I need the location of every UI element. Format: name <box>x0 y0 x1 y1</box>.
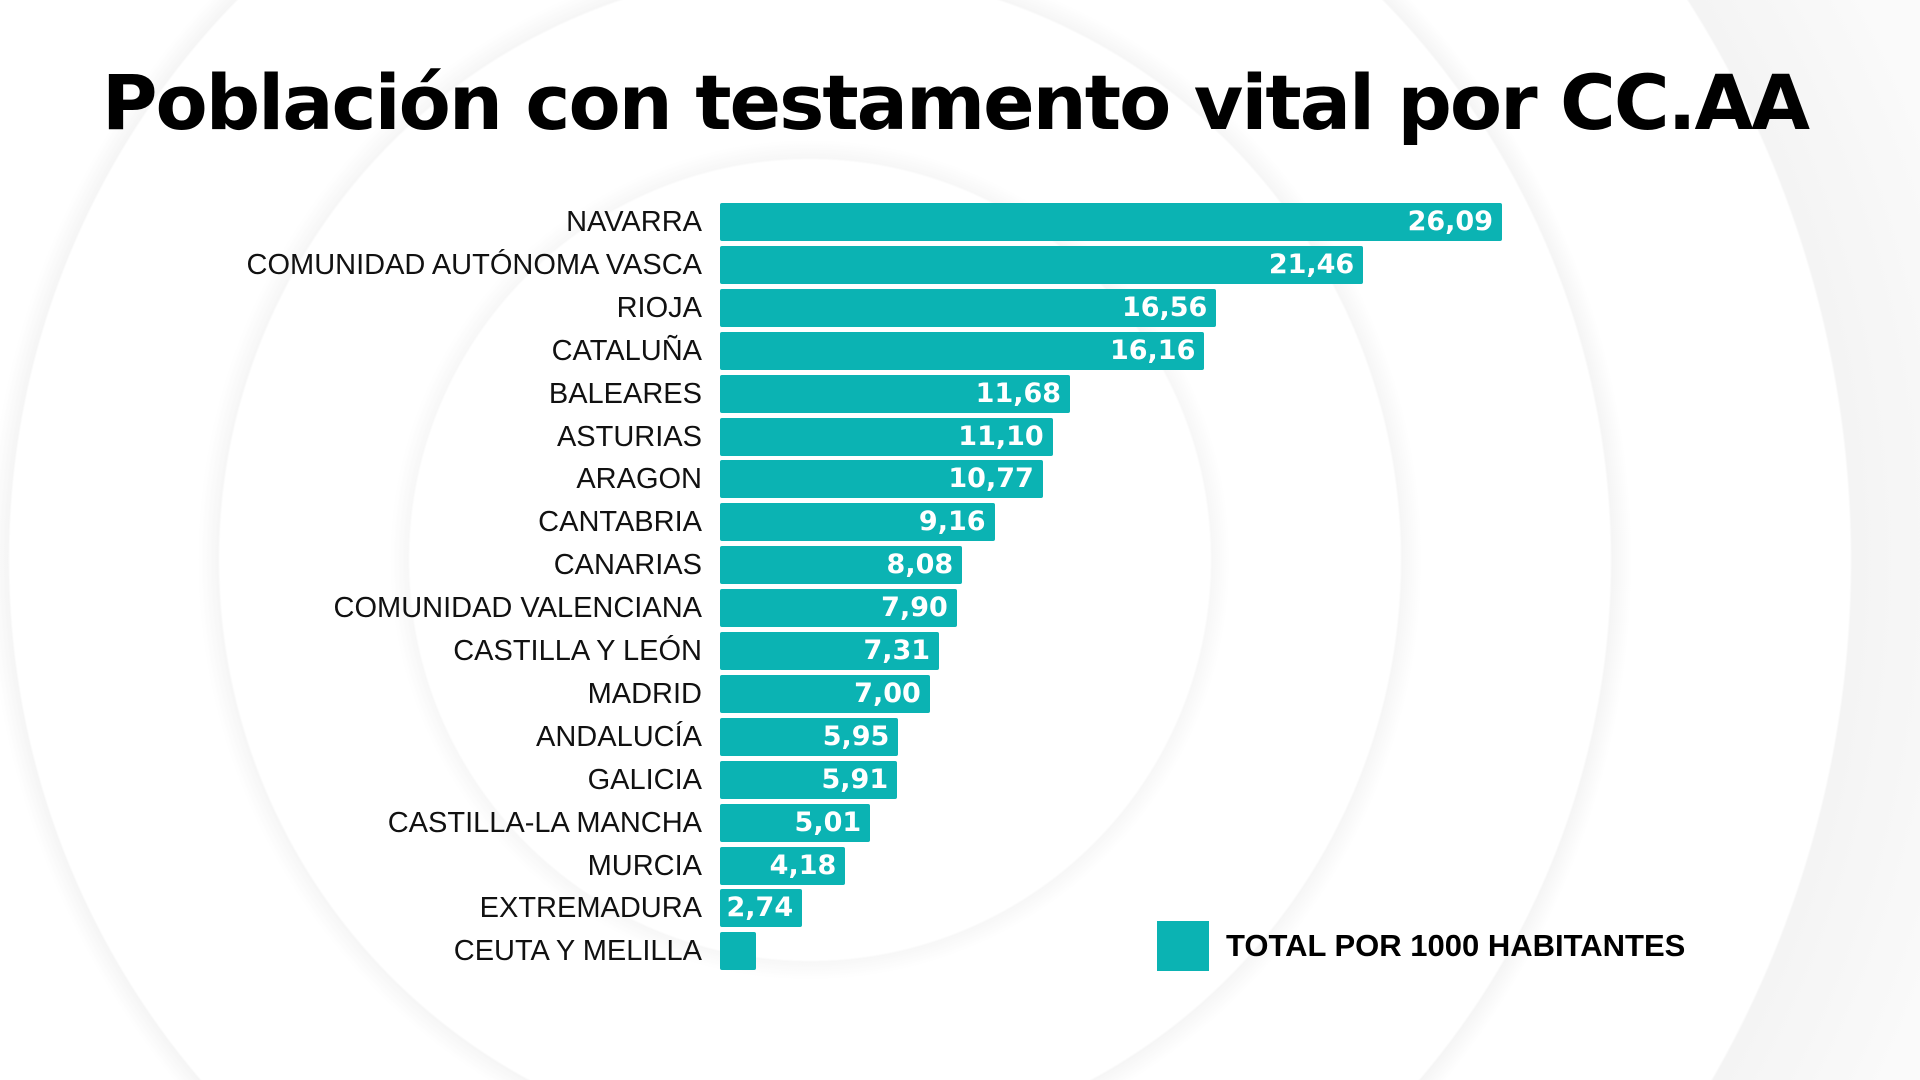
category-label: GALICIA <box>587 763 702 796</box>
category-label: EXTREMADURA <box>479 892 702 925</box>
data-label: 11,10 <box>958 420 1044 452</box>
data-label: 5,91 <box>821 763 889 795</box>
legend-swatch <box>1157 921 1209 971</box>
data-label: 5,95 <box>822 720 890 752</box>
bar <box>720 932 756 971</box>
data-label: 4,18 <box>769 849 837 881</box>
bar: 9,16 <box>720 503 995 542</box>
bar: 5,91 <box>720 760 898 799</box>
data-label: 8,08 <box>886 549 954 581</box>
bar: 4,18 <box>720 846 846 885</box>
chart-title: Población con testamento vital por CC.AA <box>101 58 1810 147</box>
category-label: MADRID <box>587 677 702 710</box>
data-label: 7,90 <box>881 592 948 624</box>
legend-label: TOTAL POR 1000 HABITANTES <box>1226 928 1686 963</box>
data-label: 7,00 <box>854 677 921 709</box>
category-label: COMUNIDAD VALENCIANA <box>333 592 702 625</box>
data-label: 5,01 <box>794 806 862 838</box>
bar: 16,16 <box>720 331 1205 370</box>
bar: 7,00 <box>720 674 930 713</box>
category-label: RIOJA <box>616 291 702 324</box>
category-label: ANDALUCÍA <box>536 720 702 753</box>
data-label: 9,16 <box>918 506 986 538</box>
category-label: CASTILLA-LA MANCHA <box>387 806 702 839</box>
category-label: BALEARES <box>548 377 702 410</box>
bar: 7,90 <box>720 589 957 628</box>
data-label: 21,46 <box>1268 248 1355 280</box>
category-label: CANARIAS <box>553 549 702 582</box>
data-label: 16,16 <box>1109 334 1196 366</box>
category-label: CASTILLA Y LEÓN <box>453 635 702 667</box>
bar: 21,46 <box>720 245 1364 284</box>
category-label: CATALUÑA <box>551 334 702 367</box>
category-label: MURCIA <box>587 849 702 882</box>
data-label: 26,09 <box>1407 206 1493 237</box>
category-label: ARAGON <box>576 463 702 496</box>
category-label: ASTURIAS <box>556 420 702 453</box>
bar: 5,95 <box>720 717 899 756</box>
bar: 2,74 <box>720 889 803 928</box>
bar: 26,09 <box>720 203 1502 241</box>
data-label: 10,77 <box>948 463 1034 495</box>
category-label: NAVARRA <box>566 206 702 238</box>
data-label: 11,68 <box>975 377 1062 409</box>
bar: 11,10 <box>720 417 1053 456</box>
data-label: 16,56 <box>1121 291 1208 323</box>
category-label: COMUNIDAD AUTÓNOMA VASCA <box>246 248 702 281</box>
bar: 16,56 <box>720 288 1217 327</box>
bar: 10,77 <box>720 460 1043 499</box>
category-label: CEUTA Y MELILLA <box>453 935 702 968</box>
category-label: CANTABRIA <box>538 506 702 539</box>
bar: 5,01 <box>720 803 871 842</box>
bar: 7,31 <box>720 632 940 670</box>
data-label: 2,74 <box>726 892 794 924</box>
data-label: 7,31 <box>863 635 931 666</box>
bar: 8,08 <box>720 546 963 585</box>
bar: 11,68 <box>720 374 1071 413</box>
